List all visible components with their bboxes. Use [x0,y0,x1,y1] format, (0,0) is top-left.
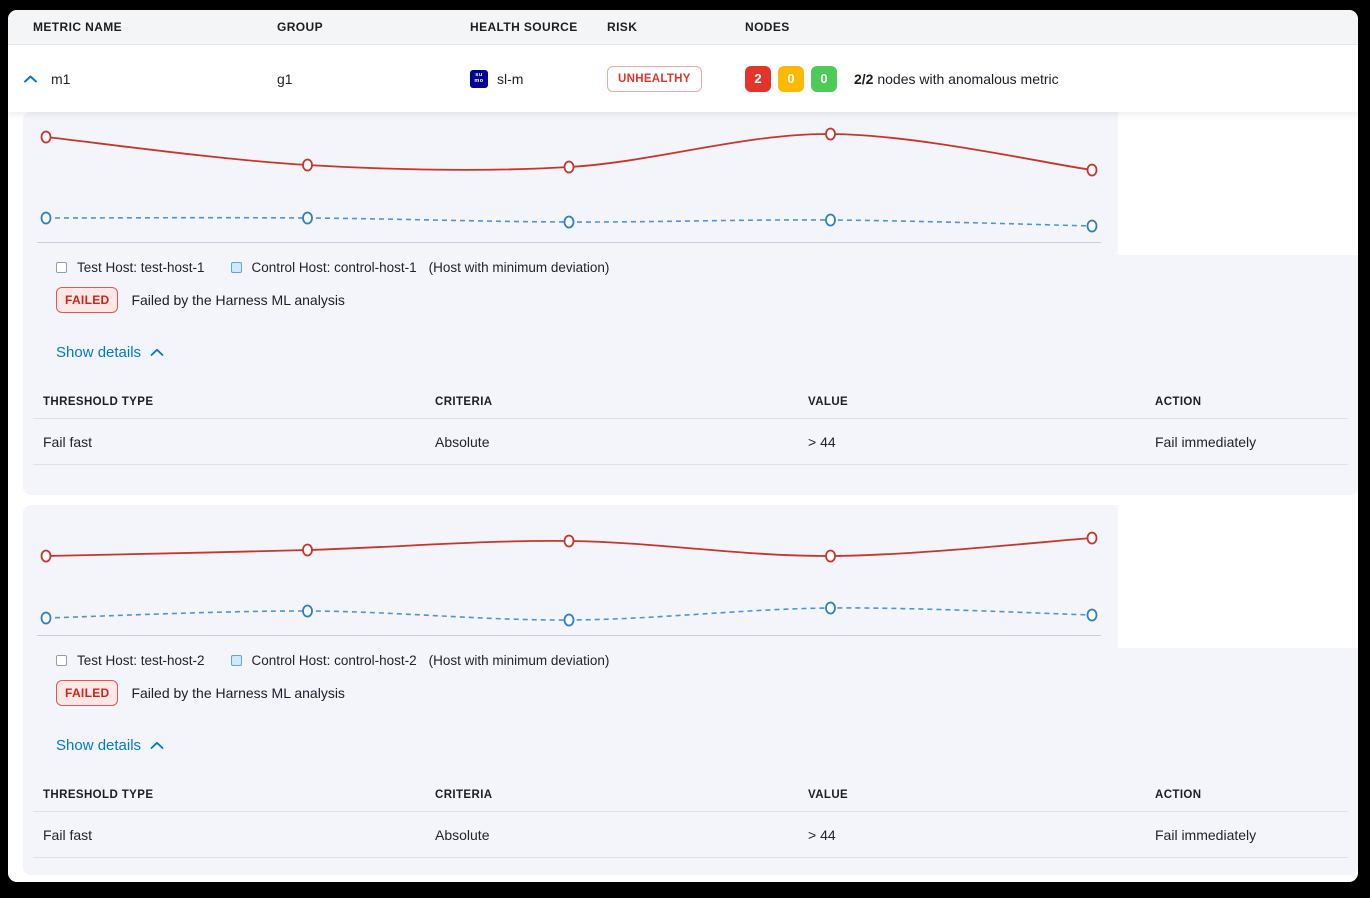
node-analysis-card-1: Test Host: test-host-1 Control Host: con… [23,112,1358,495]
test-host-checkbox-icon[interactable] [56,261,67,273]
node-count-warning: 0 [778,65,804,92]
threshold-table-header: THRESHOLD TYPE CRITERIA VALUE ACTION [33,778,1348,812]
chevron-up-icon [150,741,164,749]
column-health-source: HEALTH SOURCE [470,20,578,34]
failed-badge: FAILED [56,680,119,706]
column-metric-name: METRIC NAME [33,20,123,34]
metric-name-value: m1 [51,70,71,87]
test-host-checkbox-icon[interactable] [56,654,67,666]
analysis-status-row-1: FAILED Failed by the Harness ML analysis [56,287,1358,313]
chart-legend-1: Test Host: test-host-1 Control Host: con… [56,257,1358,277]
node-count-unhealthy: 2 [745,65,771,92]
metric-group-value: g1 [277,70,293,87]
legend-test-host-2[interactable]: Test Host: test-host-2 [56,653,205,668]
column-nodes: NODES [745,20,790,34]
metric-row: m1 g1 su mo sl-m UNHEALTHY 2 0 0 2/2 node… [8,45,1358,112]
failed-message: Failed by the Harness ML analysis [131,685,345,701]
legend-control-host-1[interactable]: Control Host: control-host-1 [230,260,417,275]
risk-badge-unhealthy: UNHEALTHY [607,65,702,92]
metric-line-chart-2[interactable] [23,505,1118,648]
node-analysis-card-2: Test Host: test-host-2 Control Host: con… [23,505,1358,875]
minimum-deviation-note: (Host with minimum deviation) [428,652,610,668]
legend-test-host-1[interactable]: Test Host: test-host-1 [56,260,205,275]
failed-message: Failed by the Harness ML analysis [131,292,345,308]
chart-legend-2: Test Host: test-host-2 Control Host: con… [56,650,1358,670]
node-count-healthy: 0 [811,65,837,92]
legend-control-host-2[interactable]: Control Host: control-host-2 [230,653,417,668]
collapse-row-chevron-up-icon[interactable] [23,74,38,84]
chevron-up-icon [150,348,164,356]
sumo-logic-icon: su mo [470,69,488,88]
column-risk: RISK [607,20,638,34]
threshold-table-row: Fail fast Absolute > 44 Fail immediately [33,812,1348,858]
metrics-table-header: METRIC NAME GROUP HEALTH SOURCE RISK NOD… [8,10,1358,45]
metric-chart-zone-2 [23,505,1358,648]
show-details-toggle-1[interactable]: Show details [56,341,164,363]
threshold-table-1: THRESHOLD TYPE CRITERIA VALUE ACTION Fai… [33,385,1348,465]
health-source-value: sl-m [497,70,524,87]
threshold-table-header: THRESHOLD TYPE CRITERIA VALUE ACTION [33,385,1348,419]
control-host-checkbox-icon[interactable] [230,261,242,273]
control-host-checkbox-icon[interactable] [230,654,242,666]
column-group: GROUP [277,20,324,34]
verification-panel: METRIC NAME GROUP HEALTH SOURCE RISK NOD… [8,10,1358,882]
chart-side-panel-2 [1118,505,1358,648]
minimum-deviation-note: (Host with minimum deviation) [428,259,610,275]
threshold-table-row: Fail fast Absolute > 44 Fail immediately [33,419,1348,465]
metric-chart-zone-1 [23,112,1358,255]
analysis-status-row-2: FAILED Failed by the Harness ML analysis [56,680,1358,706]
show-details-toggle-2[interactable]: Show details [56,734,164,756]
nodes-summary: 2/2 nodes with anomalous metric [854,70,1059,87]
failed-badge: FAILED [56,287,119,313]
metric-line-chart-1[interactable] [23,112,1118,255]
chart-side-panel-1 [1118,112,1358,255]
threshold-table-2: THRESHOLD TYPE CRITERIA VALUE ACTION Fai… [33,778,1348,858]
